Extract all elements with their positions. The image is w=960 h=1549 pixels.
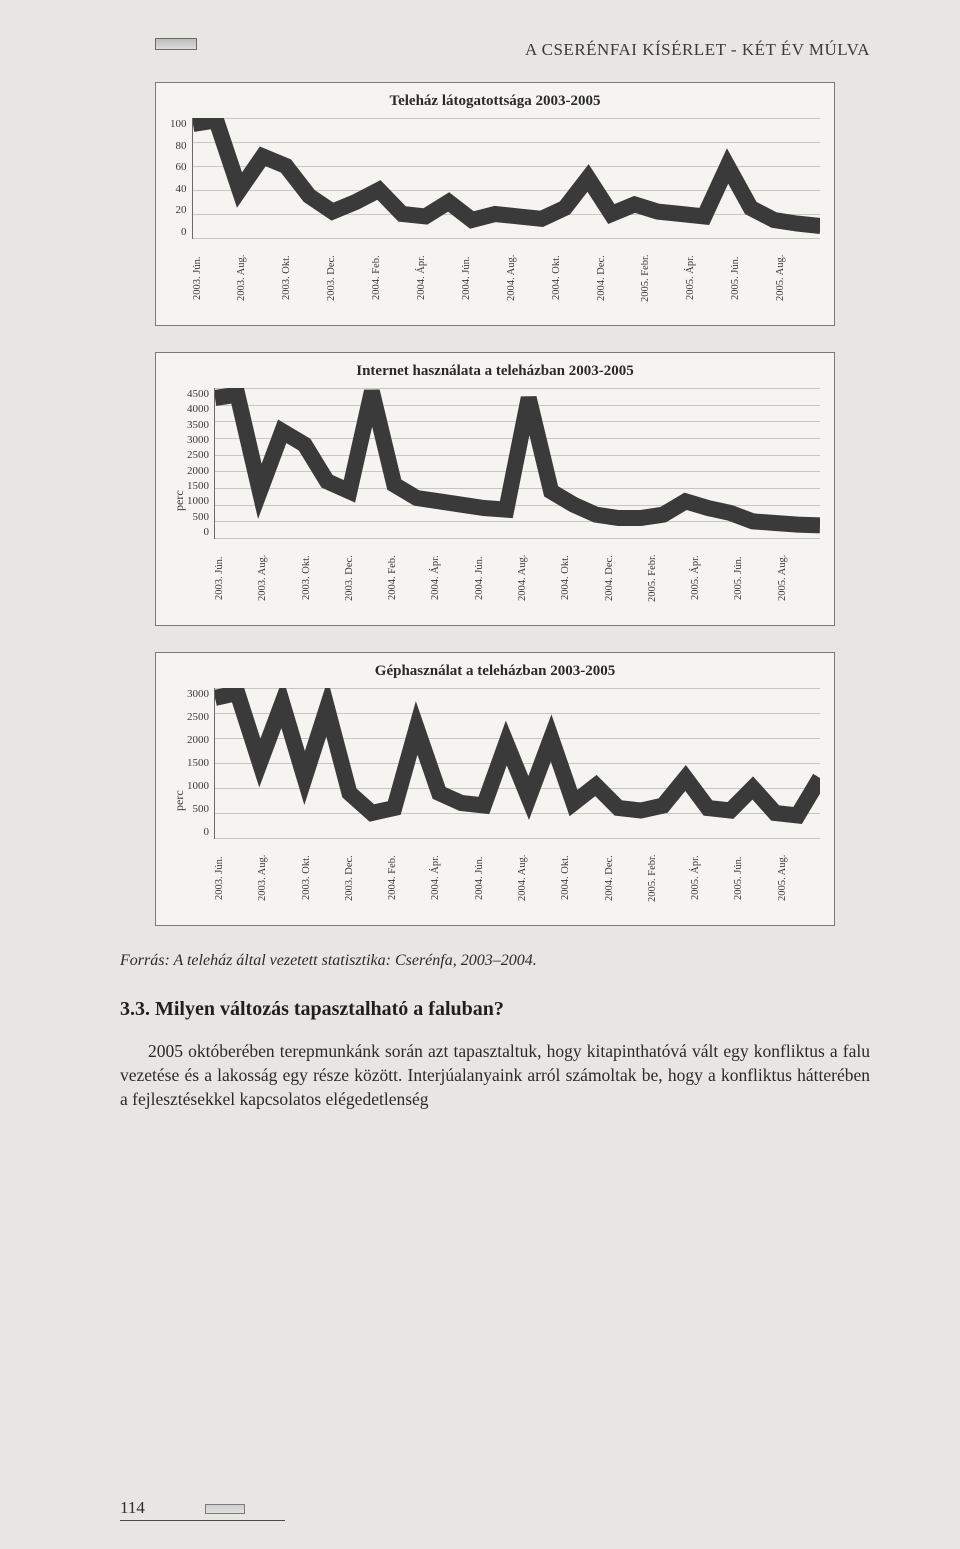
chart-title: Teleház látogatottsága 2003-2005 xyxy=(170,93,820,110)
y-tick-label: 1000 xyxy=(187,780,209,792)
page-number: 114 xyxy=(120,1498,285,1521)
y-tick-label: 0 xyxy=(187,826,209,838)
x-tick-label: 2003. Jún. xyxy=(192,243,237,313)
chart-title: Internet használata a teleházban 2003-20… xyxy=(170,363,820,380)
line-chart-svg xyxy=(215,688,820,838)
chart-box: Teleház látogatottsága 2003-2005 100 80 60 4… xyxy=(155,82,835,326)
x-tick-label: 2005. Febr. xyxy=(640,243,685,313)
x-tick-label: 2003. Dec. xyxy=(344,843,387,913)
y-axis-label: perc xyxy=(170,388,187,613)
x-tick-label: 2003. Jún. xyxy=(214,843,257,913)
plot-area xyxy=(214,388,820,539)
x-tick-label: 2004. Okt. xyxy=(551,243,596,313)
y-tick-label: 3500 xyxy=(187,419,209,431)
y-tick-label: 3000 xyxy=(187,434,209,446)
y-tick-label: 1500 xyxy=(187,480,209,492)
plot-area xyxy=(192,118,821,239)
x-tick-label: 2004. Jún. xyxy=(474,843,517,913)
chart-title: Géphasználat a teleházban 2003-2005 xyxy=(170,663,820,680)
body-paragraph: 2005 októberében terepmunkánk során azt … xyxy=(120,1039,870,1111)
y-tick-label: 2500 xyxy=(187,449,209,461)
x-tick-label: 2005. Febr. xyxy=(647,543,690,613)
y-tick-label: 500 xyxy=(187,803,209,815)
x-tick-label: 2004. Aug. xyxy=(506,243,551,313)
y-tick-label: 60 xyxy=(170,161,187,173)
y-tick-label: 4500 xyxy=(187,388,209,400)
x-tick-label: 2004. Ápr. xyxy=(430,843,473,913)
x-tick-label: 2004. Ápr. xyxy=(416,243,461,313)
x-tick-label: 2004. Feb. xyxy=(387,843,430,913)
x-tick-label: 2003. Aug. xyxy=(236,243,281,313)
x-tick-label: 2003. Aug. xyxy=(257,543,300,613)
running-head: A CSERÉNFAI KÍSÉRLET - KÉT ÉV MÚLVA xyxy=(120,40,870,60)
y-tick-label: 80 xyxy=(170,140,187,152)
charts-container: Teleház látogatottsága 2003-2005 100 80 60 4… xyxy=(120,82,870,926)
x-tick-label: 2005. Ápr. xyxy=(690,843,733,913)
x-tick-label: 2005. Jún. xyxy=(733,843,776,913)
y-tick-label: 100 xyxy=(170,118,187,130)
y-tick-label: 20 xyxy=(170,204,187,216)
x-tick-label: 2005. Febr. xyxy=(647,843,690,913)
x-axis-ticks: 2003. Jún.2003. Aug.2003. Okt.2003. Dec.… xyxy=(214,543,820,613)
x-tick-label: 2005. Ápr. xyxy=(690,543,733,613)
x-tick-label: 2004. Aug. xyxy=(517,843,560,913)
y-tick-label: 1500 xyxy=(187,757,209,769)
x-tick-label: 2005. Aug. xyxy=(775,243,820,313)
x-tick-label: 2004. Jún. xyxy=(461,243,506,313)
x-tick-label: 2004. Aug. xyxy=(517,543,560,613)
x-tick-label: 2003. Okt. xyxy=(301,543,344,613)
y-axis-ticks: 4500 4000 3500 3000 2500 2000 1500 1000 500 0 xyxy=(187,388,214,538)
x-tick-label: 2003. Dec. xyxy=(344,543,387,613)
x-tick-label: 2005. Aug. xyxy=(777,543,820,613)
line-chart-svg xyxy=(193,118,821,238)
x-tick-label: 2003. Jún. xyxy=(214,543,257,613)
chart-box: Internet használata a teleházban 2003-20… xyxy=(155,352,835,626)
line-chart-svg xyxy=(215,388,820,538)
x-tick-label: 2004. Jún. xyxy=(474,543,517,613)
y-tick-label: 4000 xyxy=(187,403,209,415)
header-ornament-icon xyxy=(155,38,197,50)
x-tick-label: 2004. Dec. xyxy=(604,843,647,913)
x-tick-label: 2004. Dec. xyxy=(604,543,647,613)
y-tick-label: 3000 xyxy=(187,688,209,700)
data-series-line xyxy=(215,693,820,816)
page: A CSERÉNFAI KÍSÉRLET - KÉT ÉV MÚLVA Tele… xyxy=(0,0,960,1549)
x-tick-label: 2004. Okt. xyxy=(560,543,603,613)
x-tick-label: 2005. Jún. xyxy=(730,243,775,313)
x-tick-label: 2005. Jún. xyxy=(733,543,776,613)
y-axis-ticks: 100 80 60 40 20 0 xyxy=(170,118,192,238)
y-tick-label: 2500 xyxy=(187,711,209,723)
y-tick-label: 0 xyxy=(187,526,209,538)
x-tick-label: 2004. Okt. xyxy=(560,843,603,913)
x-tick-label: 2005. Aug. xyxy=(777,843,820,913)
y-tick-label: 2000 xyxy=(187,734,209,746)
data-series-line xyxy=(193,120,821,226)
y-tick-label: 40 xyxy=(170,183,187,195)
x-tick-label: 2003. Okt. xyxy=(301,843,344,913)
data-series-line xyxy=(215,391,820,525)
x-axis-ticks: 2003. Jún.2003. Aug.2003. Okt.2003. Dec.… xyxy=(192,243,821,313)
x-tick-label: 2004. Ápr. xyxy=(430,543,473,613)
x-axis-ticks: 2003. Jún.2003. Aug.2003. Okt.2003. Dec.… xyxy=(214,843,820,913)
section-heading: 3.3. Milyen változás tapasztalható a fal… xyxy=(120,998,870,1021)
y-tick-label: 2000 xyxy=(187,465,209,477)
y-axis-label: perc xyxy=(170,688,187,913)
x-tick-label: 2004. Feb. xyxy=(371,243,416,313)
x-tick-label: 2003. Aug. xyxy=(257,843,300,913)
x-tick-label: 2003. Dec. xyxy=(326,243,371,313)
y-tick-label: 500 xyxy=(187,511,209,523)
y-axis-ticks: 3000 2500 2000 1500 1000 500 0 xyxy=(187,688,214,838)
x-tick-label: 2005. Ápr. xyxy=(685,243,730,313)
x-tick-label: 2004. Dec. xyxy=(596,243,641,313)
x-tick-label: 2003. Okt. xyxy=(281,243,326,313)
x-tick-label: 2004. Feb. xyxy=(387,543,430,613)
y-tick-label: 0 xyxy=(170,226,187,238)
figure-caption: Forrás: A teleház által vezetett statisz… xyxy=(120,952,870,970)
chart-box: Géphasználat a teleházban 2003-2005 perc3… xyxy=(155,652,835,926)
plot-area xyxy=(214,688,820,839)
y-tick-label: 1000 xyxy=(187,495,209,507)
